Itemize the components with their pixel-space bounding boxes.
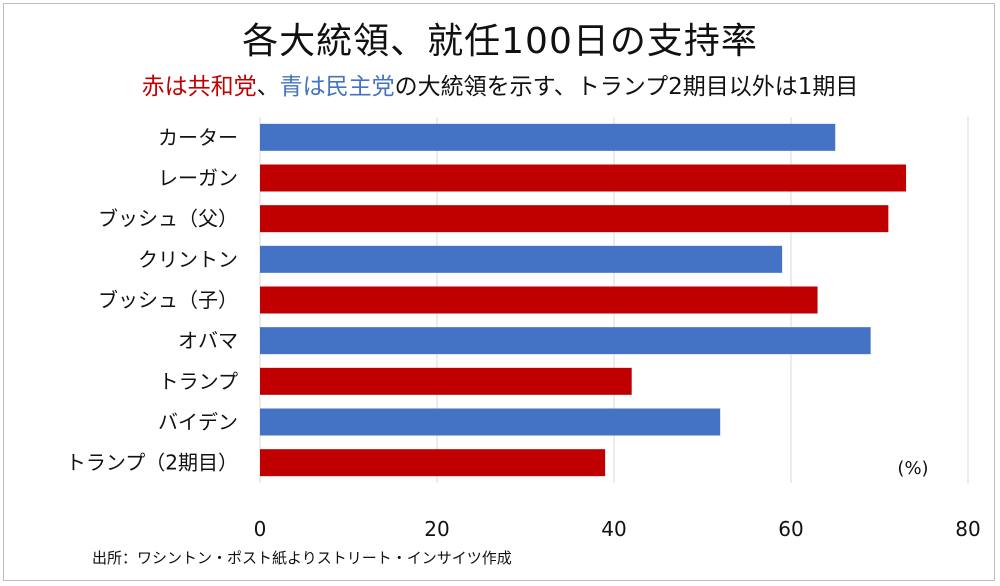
chart-subtitle: 赤は共和党、青は民主党の大統領を示す、トランプ2期目以外は1期目 (0, 72, 1000, 102)
category-label-5: オバマ (178, 329, 238, 353)
bar-3 (260, 245, 783, 273)
chart-frame (3, 3, 995, 581)
x-tick-label-0: 0 (254, 517, 267, 541)
bar-8 (260, 449, 606, 477)
x-tick-label-4: 80 (955, 517, 980, 541)
chart-title: 各大統領、就任100日の支持率 (242, 21, 758, 62)
bar-1 (260, 164, 907, 192)
unit-label: (%) (897, 458, 928, 479)
category-label-7: バイデン (158, 410, 238, 434)
category-label-8: トランプ（2期目） (66, 451, 238, 475)
subtitle-separator: 、 (256, 74, 280, 100)
category-label-2: ブッシュ（父） (98, 207, 238, 231)
bar-6 (260, 367, 632, 395)
source-note: 出所：ワシントン・ポスト紙よりストリート・インサイツ作成 (92, 549, 512, 567)
bar-4 (260, 286, 818, 314)
bar-5 (260, 327, 871, 355)
subtitle-republican: 赤は共和党 (141, 74, 257, 100)
subtitle-rest: の大統領を示す、トランプ2期目以外は1期目 (394, 74, 859, 100)
bar-2 (260, 205, 889, 233)
category-label-4: ブッシュ（子） (98, 288, 238, 312)
x-tick-label-1: 20 (424, 517, 449, 541)
x-tick-label-3: 60 (778, 517, 803, 541)
category-label-0: カーター (158, 125, 238, 149)
category-label-1: レーガン (158, 166, 238, 190)
subtitle-democrat: 青は民主党 (279, 74, 395, 100)
category-label-3: クリントン (138, 247, 238, 271)
bar-7 (260, 408, 721, 436)
category-label-6: トランプ (159, 369, 238, 393)
x-tick-label-2: 40 (601, 517, 626, 541)
bar-0 (260, 123, 836, 151)
